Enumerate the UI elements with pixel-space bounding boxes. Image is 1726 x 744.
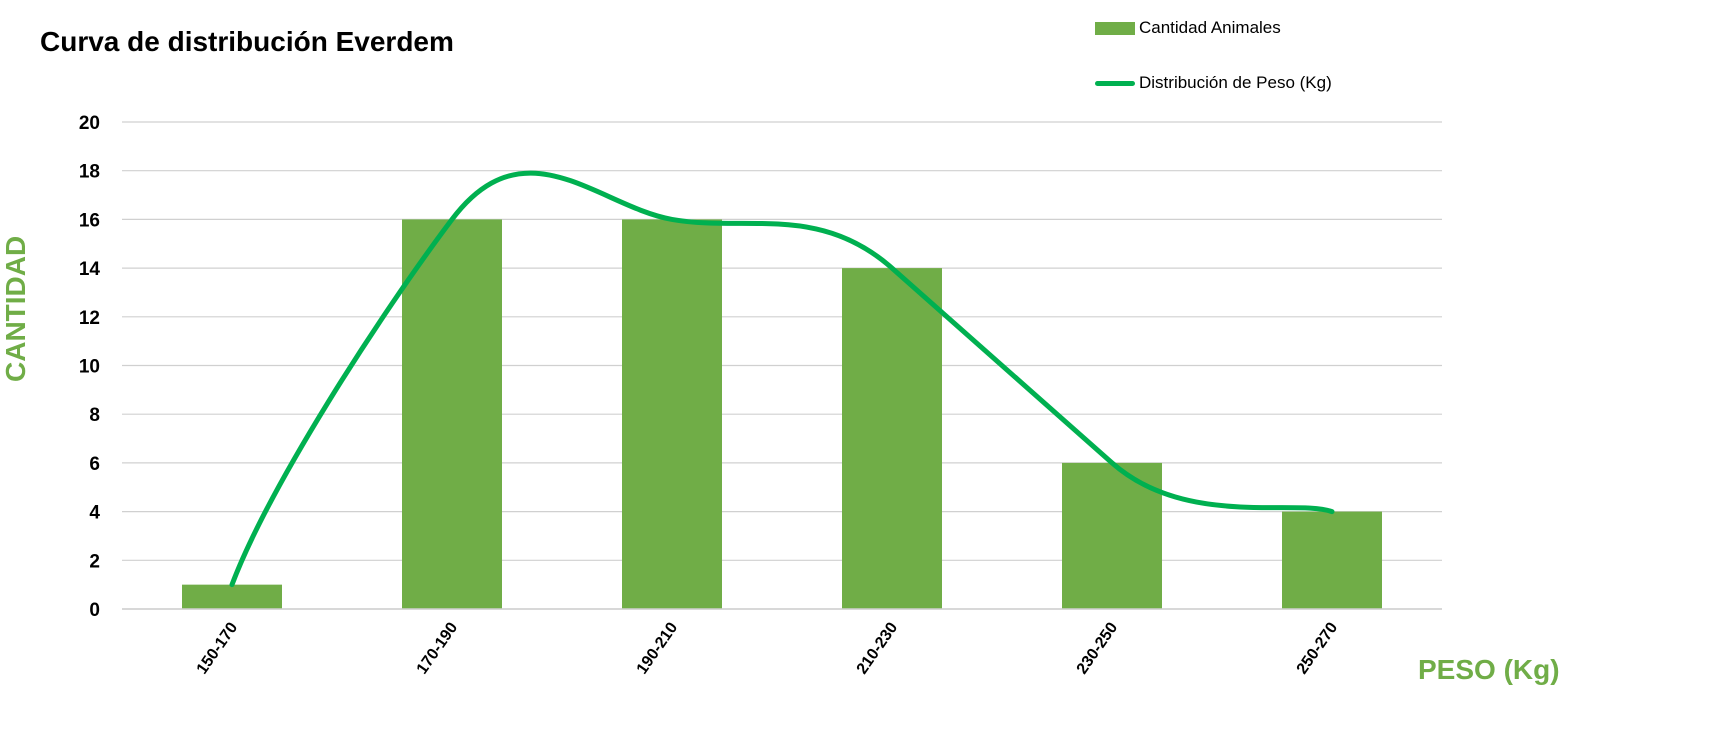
- bar: [842, 268, 942, 609]
- y-tick-label: 6: [89, 454, 100, 475]
- chart-title: Curva de distribución Everdem: [40, 26, 454, 57]
- y-tick-label: 4: [89, 503, 100, 524]
- x-axis-title: PESO (Kg): [1418, 654, 1560, 685]
- y-tick-label: 18: [79, 162, 100, 183]
- bar: [182, 584, 282, 609]
- legend-swatch-bar: [1095, 21, 1135, 35]
- y-tick-label: 14: [79, 259, 101, 280]
- legend-label-bars: Cantidad Animales: [1139, 18, 1281, 37]
- bar: [402, 219, 502, 609]
- y-tick-label: 2: [89, 551, 100, 572]
- legend: Cantidad Animales Distribución de Peso (…: [1095, 14, 1332, 124]
- y-tick-label: 16: [79, 210, 100, 231]
- x-tick-label: 170-190: [414, 619, 462, 677]
- y-tick-label: 0: [89, 600, 100, 621]
- series-line: [229, 170, 1335, 588]
- x-tick-label: 210-230: [854, 619, 902, 677]
- legend-item-bars: Cantidad Animales: [1095, 14, 1332, 42]
- x-tick-label: 250-270: [1294, 619, 1342, 677]
- x-tick-label: 150-170: [194, 619, 242, 677]
- legend-item-line: Distribución de Peso (Kg): [1095, 69, 1332, 97]
- y-tick-label: 10: [79, 357, 100, 378]
- y-tick-label: 20: [79, 113, 100, 134]
- bar: [622, 219, 722, 609]
- y-tick-label: 8: [89, 405, 100, 426]
- y-tick-label: 12: [79, 308, 100, 329]
- y-axis-title: CANTIDAD: [0, 235, 31, 382]
- x-tick-label: 230-250: [1074, 619, 1122, 677]
- x-tick-label: 190-210: [634, 619, 682, 677]
- bar: [1282, 511, 1382, 609]
- legend-label-line: Distribución de Peso (Kg): [1139, 73, 1332, 92]
- legend-swatch-line: [1095, 80, 1135, 86]
